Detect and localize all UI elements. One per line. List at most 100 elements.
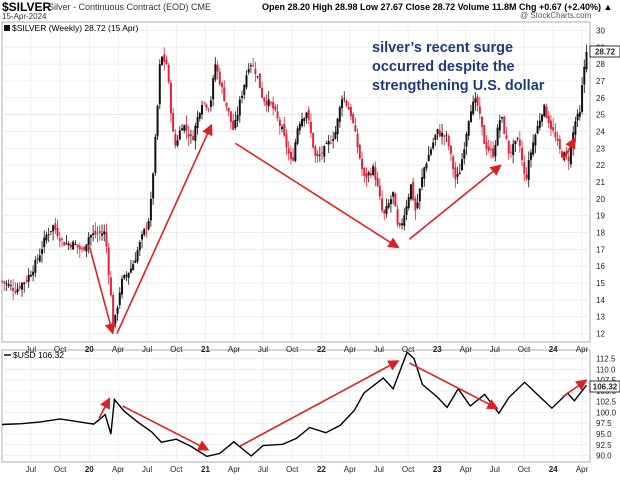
candle-body — [383, 210, 386, 214]
candle-body — [229, 111, 232, 122]
silver-candle — [143, 228, 146, 237]
silver-candle — [156, 104, 159, 141]
candle-body — [121, 278, 124, 295]
lower-x-tick-label: Jul — [490, 465, 500, 474]
silver-candle — [109, 271, 112, 297]
silver-candle — [463, 142, 466, 165]
lower-y-axis: 90.092.595.097.5100.0102.5105.0107.5110.… — [596, 355, 617, 461]
candle-body — [338, 107, 341, 122]
candle-body — [443, 135, 446, 137]
silver-candle — [92, 225, 95, 242]
silver-candle — [254, 61, 257, 82]
stockcharts-watermark: @ StockCharts.com — [520, 11, 592, 20]
silver-candle — [321, 145, 324, 161]
candle-body — [45, 234, 48, 241]
silver-candle — [132, 260, 135, 271]
silver-candle — [163, 47, 166, 71]
candle-body — [127, 272, 130, 278]
candle-body — [74, 244, 77, 245]
silver-candle — [567, 149, 570, 170]
candle-body — [227, 107, 230, 112]
candle-body — [214, 64, 217, 80]
candle-body — [434, 134, 437, 140]
silver-candle — [401, 218, 404, 230]
silver-candle — [249, 62, 252, 74]
candle-body — [358, 144, 361, 159]
silver-candle — [181, 124, 184, 131]
candle-body — [321, 152, 324, 154]
silver-candle — [69, 242, 72, 251]
candle-body — [225, 102, 228, 107]
silver-candle — [96, 226, 99, 243]
candle-body — [274, 106, 277, 111]
silver-candle — [578, 105, 581, 121]
silver-candle — [78, 242, 81, 258]
usd-trend-arrow — [239, 360, 400, 447]
silver-candle — [534, 133, 537, 154]
silver-candle — [303, 117, 306, 127]
candle-body — [152, 173, 155, 199]
lower-x-tick-label: Jul — [142, 465, 152, 474]
silver-candle — [269, 100, 272, 107]
upper-y-tick-label: 19 — [596, 212, 605, 221]
silver-candle — [176, 135, 179, 148]
silver-candle — [541, 113, 544, 127]
candle-body — [396, 209, 399, 225]
silver-candle — [207, 107, 210, 113]
candle-body — [52, 225, 55, 232]
silver-candle — [145, 222, 148, 238]
candle-body — [212, 78, 215, 100]
candle-body — [196, 117, 199, 128]
candle-body — [256, 76, 259, 78]
silver-candle — [236, 106, 239, 128]
lower-y-tick-label: 90.0 — [596, 452, 612, 461]
candle-body — [387, 203, 390, 208]
silver-candle — [398, 222, 401, 229]
upper-x-tick-label: Apr — [576, 345, 589, 354]
silver-candle — [385, 198, 388, 218]
upper-x-tick-label: Jul — [26, 345, 36, 354]
upper-y-tick-label: 26 — [596, 94, 605, 103]
silver-candle — [141, 230, 144, 249]
silver-candle — [121, 275, 124, 299]
silver-candle — [283, 116, 286, 138]
silver-candle — [32, 265, 35, 282]
candle-body — [167, 65, 170, 82]
silver-candle — [172, 107, 175, 133]
upper-x-tick-label: 22 — [317, 345, 326, 354]
candle-body — [454, 167, 457, 180]
candle-body — [352, 114, 355, 123]
silver-candle — [147, 218, 150, 231]
candle-body — [323, 146, 326, 157]
silver-legend-text: $SILVER (Weekly) 28.72 (15 Apr) — [12, 23, 138, 33]
silver-candle — [245, 70, 248, 90]
silver-candle — [418, 188, 421, 210]
candle-body — [154, 136, 157, 173]
candle-body — [38, 255, 41, 262]
silver-candle — [34, 256, 37, 278]
lower-y-tick-label: 95.0 — [596, 430, 612, 439]
silver-candle — [472, 95, 475, 116]
candle-body — [425, 163, 428, 169]
lower-x-tick-label: Jul — [258, 465, 268, 474]
upper-y-tick-label: 20 — [596, 195, 605, 204]
candle-body — [109, 277, 112, 296]
candle-body — [92, 233, 95, 236]
silver-candle — [316, 150, 319, 163]
candle-body — [563, 152, 566, 160]
silver-candle — [494, 140, 497, 162]
upper-y-tick-label: 14 — [596, 296, 605, 305]
candle-body — [247, 68, 250, 73]
silver-candle — [81, 246, 84, 253]
candle-body — [7, 284, 10, 286]
candle-body — [465, 133, 468, 147]
candle-body — [103, 231, 106, 235]
candle-body — [518, 139, 521, 147]
silver-candle — [516, 136, 519, 142]
candle-body — [314, 146, 317, 156]
candle-body — [101, 233, 104, 236]
silver-candle — [196, 110, 199, 135]
silver-candle — [56, 219, 59, 239]
annotation-line-1: silver’s recent surge — [372, 40, 513, 56]
candle-body — [292, 157, 295, 161]
